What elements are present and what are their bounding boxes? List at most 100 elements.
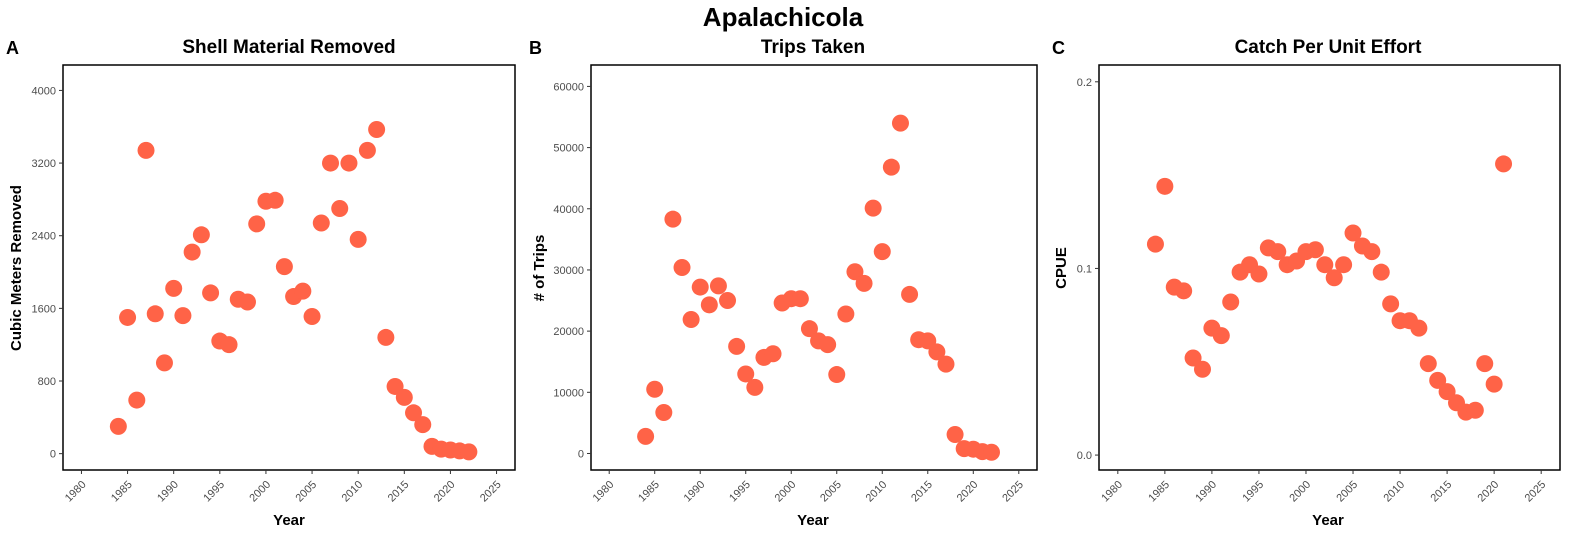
data-point	[746, 378, 764, 396]
data-point	[303, 308, 321, 326]
panel-title-c: Catch Per Unit Effort	[1235, 37, 1423, 58]
data-point	[882, 158, 900, 176]
data-point	[275, 258, 293, 276]
data-point	[377, 328, 395, 346]
data-point	[395, 388, 413, 406]
panel-label-b: B	[529, 38, 542, 58]
data-point	[637, 427, 655, 445]
data-point	[1269, 243, 1287, 261]
data-point	[220, 336, 238, 354]
data-point	[664, 210, 682, 228]
panel-title-a: Shell Material Removed	[182, 37, 395, 58]
data-point	[646, 380, 664, 398]
y-tick-label: 3200	[32, 158, 56, 170]
data-point	[266, 191, 284, 209]
data-point	[1325, 269, 1343, 287]
data-point	[165, 279, 183, 297]
data-point	[691, 278, 709, 296]
data-point	[1495, 155, 1513, 173]
data-point	[719, 292, 737, 310]
data-point	[1363, 243, 1381, 261]
x-tick-label: 2010	[340, 479, 366, 505]
data-point	[864, 199, 882, 217]
data-point	[764, 345, 782, 363]
x-tick-label: 1990	[682, 479, 708, 505]
x-tick-label: 2020	[1476, 479, 1502, 505]
data-point	[340, 154, 358, 172]
panel-label-c: C	[1052, 38, 1065, 58]
data-point	[891, 114, 909, 132]
x-tick-label: 1990	[1193, 479, 1219, 505]
data-point	[312, 214, 330, 232]
data-point	[1193, 360, 1211, 378]
x-tick-label: 1980	[1099, 479, 1125, 505]
plot-frame-a	[62, 64, 516, 471]
y-tick-label: 40000	[553, 204, 584, 216]
data-point	[128, 391, 146, 409]
x-tick-label: 2000	[247, 479, 273, 505]
x-tick-label: 2005	[293, 479, 319, 505]
data-point	[1212, 327, 1230, 345]
data-point	[1184, 349, 1202, 367]
panel-title-b: Trips Taken	[761, 37, 865, 58]
panel-a: A Shell Material Removed Cubic Meters Re…	[6, 37, 516, 529]
data-point	[137, 141, 155, 159]
x-tick-label: 2020	[955, 479, 981, 505]
y-axis-label-c: CPUE	[1053, 247, 1070, 289]
x-tick-label: 2015	[1429, 479, 1455, 505]
data-point	[946, 426, 964, 444]
data-point	[174, 307, 192, 325]
data-point	[937, 355, 955, 373]
y-tick-label: 30000	[553, 265, 584, 277]
data-point	[791, 290, 809, 308]
data-point	[901, 285, 919, 303]
data-point	[1382, 295, 1400, 313]
data-point	[673, 259, 691, 276]
y-tick-label: 4000	[32, 85, 56, 97]
data-point	[1156, 177, 1174, 195]
data-point	[837, 305, 855, 323]
data-point	[709, 277, 727, 295]
y-tick-label: 2400	[32, 231, 56, 243]
x-tick-label: 1995	[727, 479, 753, 505]
data-point	[1485, 375, 1503, 393]
data-point	[1175, 282, 1193, 300]
figure-title: Apalachicola	[703, 2, 864, 32]
data-point	[183, 243, 201, 261]
data-point	[982, 443, 1000, 461]
data-point	[1466, 401, 1484, 419]
data-point	[1250, 265, 1268, 283]
x-tick-label: 1985	[109, 479, 135, 505]
data-point	[460, 443, 478, 461]
data-point	[358, 141, 376, 159]
data-point	[655, 403, 673, 421]
plot-frame-b	[590, 64, 1038, 471]
data-point	[1146, 235, 1164, 253]
data-point	[1372, 263, 1390, 281]
data-point	[819, 336, 837, 354]
data-point	[349, 230, 367, 248]
data-point	[846, 263, 864, 281]
data-point	[1306, 241, 1324, 259]
x-tick-label: 2010	[864, 479, 890, 505]
data-point	[155, 354, 173, 372]
data-point	[119, 308, 137, 326]
data-point	[1429, 371, 1447, 389]
data-point	[405, 404, 423, 422]
x-tick-label: 2025	[1000, 479, 1026, 505]
data-point	[682, 311, 700, 329]
x-tick-label: 2005	[818, 479, 844, 505]
data-point	[238, 293, 256, 311]
data-point	[873, 243, 891, 261]
x-tick-label: 2000	[1287, 479, 1313, 505]
ticks-c: 0.0 0.1 0.2 1980 1985 1990 1995 2000 2005 2010 201…	[1077, 77, 1549, 505]
data-point	[146, 305, 164, 323]
y-tick-label: 20000	[553, 326, 584, 338]
panel-b: B Trips Taken # of Trips Year 0 10000 2000…	[529, 37, 1038, 529]
y-tick-label: 0.2	[1077, 77, 1092, 89]
data-point	[294, 282, 312, 300]
data-point	[331, 199, 349, 217]
y-tick-label: 0	[578, 448, 584, 460]
x-tick-label: 1980	[63, 479, 89, 505]
